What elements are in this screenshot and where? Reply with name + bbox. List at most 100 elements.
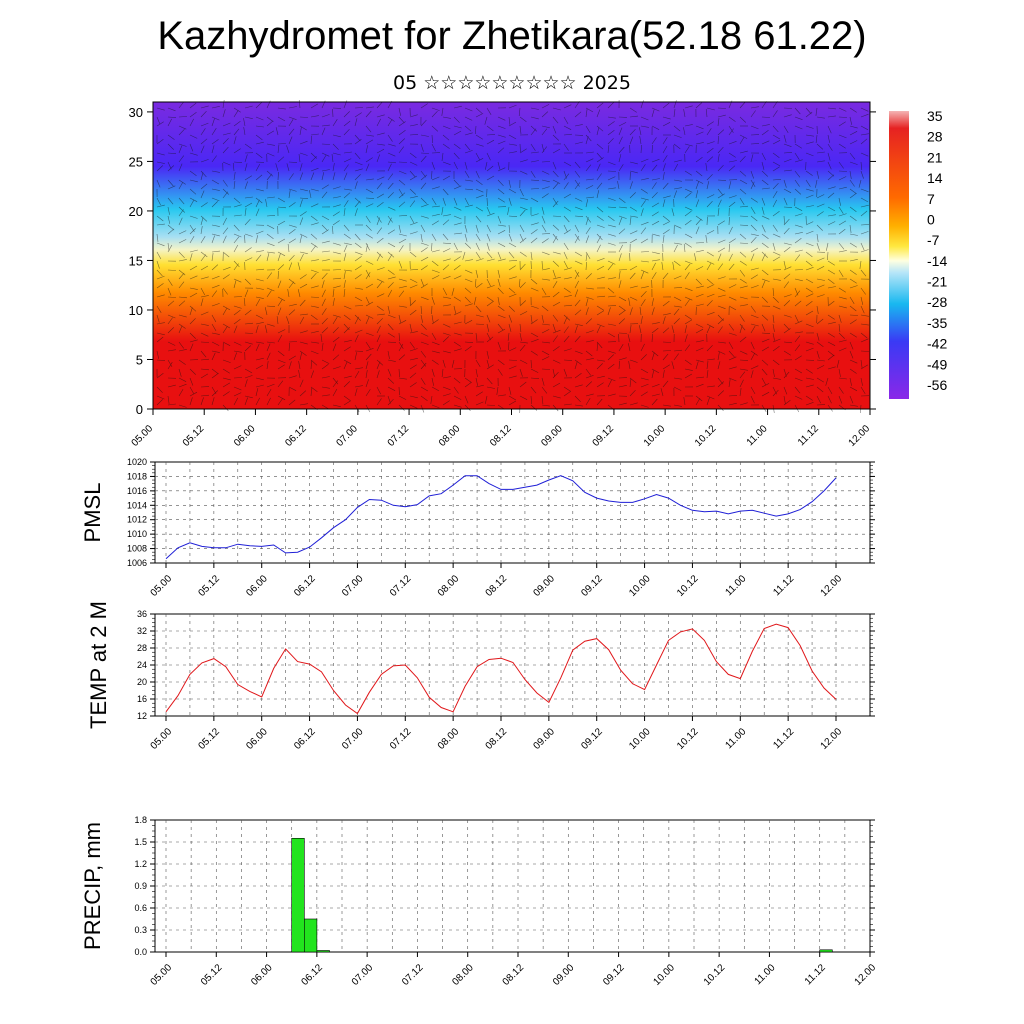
x-tick-label: 07.00 [350,962,376,988]
pmsl-ylabel: PMSL [80,483,105,543]
x-tick-label: 08.12 [488,423,514,449]
y-tick-label: 1008 [127,544,147,554]
y-tick-label: 20 [129,204,143,219]
y-tick-label: 0 [136,402,143,417]
y-tick-label: 20 [137,677,147,687]
x-tick-label: 06.00 [244,573,270,599]
y-tick-label: 1016 [127,486,147,496]
colorbar-label: 7 [927,191,935,207]
y-tick-label: 1006 [127,558,147,568]
y-tick-label: 36 [137,609,147,619]
temp-2m-ylabel: TEMP at 2 M [86,601,111,729]
y-tick-label: 15 [129,253,143,268]
x-tick-label: 11.12 [796,423,821,448]
colorbar-label: 28 [927,129,943,145]
pmsl-panel: 1006 1008 1010 1012 1014 1016 1018 1020 05.00 05.… [80,457,875,599]
y-tick-label: 12 [137,711,147,721]
x-tick-label: 05.00 [149,962,175,988]
y-tick-label: 0.9 [134,881,147,891]
x-tick-label: 10.00 [652,962,678,988]
x-tick-label: 09.12 [579,726,605,752]
x-tick-label: 11.00 [753,962,778,987]
y-tick-label: 0.6 [134,903,147,913]
colorbar-gradient [889,111,909,399]
colorbar: 35 28 21 14 7 0 -7 -14 -21 -28 -35 -42 -49 -56 [889,108,947,399]
x-tick-label: 07.12 [388,573,414,599]
x-tick-label: 06.12 [292,573,318,599]
y-tick-label: 1018 [127,471,147,481]
x-tick-label: 08.12 [501,962,527,988]
x-tick-label: 05.00 [149,726,175,752]
x-tick-label: 11.00 [745,423,770,448]
x-tick-label: 11.12 [771,573,796,598]
x-tick-label: 11.00 [723,726,748,751]
y-tick-label: 24 [137,660,147,670]
colorbar-label: 14 [927,170,943,186]
precip-ylabel: PRECIP, mm [80,822,105,950]
x-tick-label: 10.12 [693,423,719,449]
x-tick-label: 11.12 [771,726,796,751]
x-tick-label: 09.00 [532,726,558,752]
x-tick-label: 06.12 [300,962,326,988]
precip-bar [291,837,305,953]
x-tick-label: 06.00 [249,962,275,988]
x-tick-label: 08.00 [450,962,476,988]
x-tick-label: 09.00 [539,423,565,449]
page-title: Kazhydromet for Zhetikara(52.18 61.22) [157,14,867,58]
colorbar-label: -7 [927,232,940,248]
colorbar-label: -42 [927,336,947,352]
x-tick-label: 12.00 [853,962,879,988]
x-tick-label: 07.00 [340,726,366,752]
y-tick-label: 1010 [127,529,147,539]
x-tick-label: 08.00 [436,573,462,599]
colorbar-label: -56 [927,377,947,393]
page-subtitle: 05 ☆☆☆☆☆☆☆☆☆ 2025 [393,72,631,94]
temp-2m-panel: 12 16 20 24 28 32 36 05.00 05.12 06.00 06.12 07.00 0… [86,601,875,752]
y-tick-label: 28 [137,643,147,653]
x-tick-label: 12.00 [847,423,873,449]
colorbar-label: 35 [927,108,943,124]
y-tick-label: 16 [137,694,147,704]
x-tick-label: 08.00 [436,726,462,752]
cross-section-panel: 0 5 10 15 20 25 30 05.00 05.12 06.00 06.12 07.00 07.… [129,99,876,449]
x-tick-label: 07.12 [386,423,412,449]
x-tick-label: 11.00 [723,573,748,598]
x-tick-label: 12.00 [819,573,845,599]
x-tick-label: 10.12 [702,962,728,988]
x-tick-label: 07.00 [340,573,366,599]
precip-bar [316,950,330,953]
x-tick-label: 05.12 [181,423,207,449]
precip-panel: 0.0 0.3 0.6 0.9 1.2 1.5 1.8 05.00 05.12 06.00 06.1… [80,815,878,988]
y-tick-label: 1.8 [134,815,147,825]
x-tick-label: 05.12 [197,726,223,752]
x-tick-label: 08.12 [484,573,510,599]
x-tick-label: 09.00 [532,573,558,599]
x-tick-label: 06.00 [232,423,258,449]
x-tick-label: 06.00 [244,726,270,752]
x-tick-label: 05.12 [197,573,223,599]
pmsl-frame [154,461,871,564]
x-tick-label: 06.12 [292,726,318,752]
y-tick-label: 0.0 [134,947,147,957]
y-tick-label: 1014 [127,500,147,510]
colorbar-label: -28 [927,294,947,310]
x-tick-label: 07.00 [335,423,361,449]
x-tick-label: 08.00 [437,423,463,449]
x-tick-label: 05.12 [199,962,225,988]
x-tick-label: 07.12 [388,726,414,752]
x-tick-label: 12.00 [819,726,845,752]
y-tick-label: 5 [136,352,143,367]
x-tick-label: 07.12 [400,962,426,988]
colorbar-label: -21 [927,274,947,290]
x-tick-label: 10.12 [675,726,701,752]
x-tick-label: 10.00 [627,726,653,752]
x-tick-label: 09.12 [601,962,627,988]
x-tick-label: 10.00 [627,573,653,599]
y-tick-label: 1.2 [134,859,147,869]
precip-bar [303,918,318,953]
y-tick-label: 0.3 [134,925,147,935]
x-tick-label: 09.12 [591,423,617,449]
x-tick-label: 09.12 [579,573,605,599]
colorbar-label: -14 [927,253,947,269]
